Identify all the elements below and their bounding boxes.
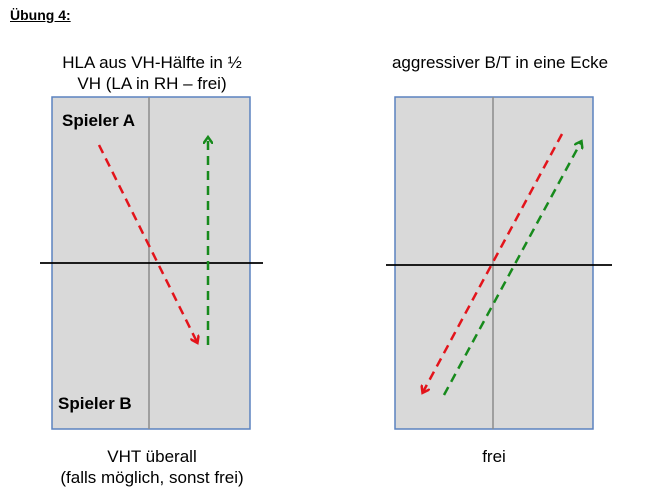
left-red-arrow bbox=[97, 144, 197, 342]
left-caption-line-1: VHT überall bbox=[107, 447, 197, 466]
left-bottom-player-label: Spieler B bbox=[58, 394, 132, 413]
right-court-area bbox=[394, 96, 594, 430]
right-caption: frei bbox=[482, 447, 506, 466]
left-caption: VHT überall (falls möglich, sonst frei) bbox=[32, 446, 272, 488]
left-title: HLA aus VH-Hälfte in ½ VH (LA in RH – fr… bbox=[32, 52, 272, 94]
right-red-arrow bbox=[423, 133, 564, 392]
left-title-line-1: HLA aus VH-Hälfte in ½ bbox=[62, 53, 242, 72]
left-court bbox=[40, 96, 263, 430]
left-title-line-2: VH (LA in RH – frei) bbox=[77, 74, 227, 93]
right-title: aggressiver B/T in eine Ecke bbox=[391, 53, 609, 72]
exercise-heading: Übung 4: bbox=[10, 7, 71, 23]
left-caption-line-2: (falls möglich, sonst frei) bbox=[60, 468, 244, 487]
right-green-arrow bbox=[442, 142, 581, 396]
right-court bbox=[386, 96, 612, 430]
left-top-player-label: Spieler A bbox=[62, 111, 136, 130]
